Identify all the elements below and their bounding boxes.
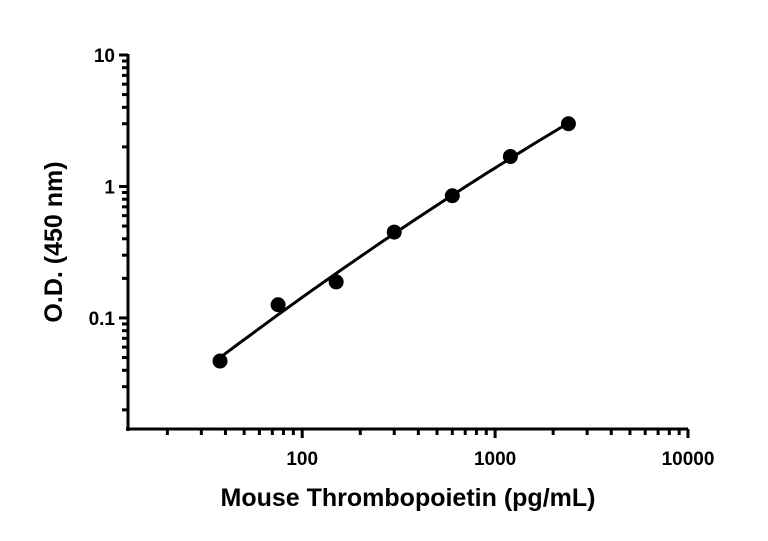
data-points: [212, 116, 576, 369]
data-point: [502, 149, 518, 165]
x-tick-label: 100: [286, 449, 318, 470]
y-tick-label: 1: [104, 177, 115, 198]
data-point: [328, 274, 344, 290]
y-tick-label: 10: [94, 46, 115, 67]
data-point: [386, 224, 402, 240]
y-tick-label: 0.1: [89, 309, 116, 330]
axes: 0.1 1 10 100 1000 10000: [89, 46, 715, 470]
data-point: [444, 188, 460, 204]
x-tick-label: 10000: [662, 449, 715, 470]
data-point: [560, 116, 576, 132]
x-axis-title: Mouse Thrombopoietin (pg/mL): [221, 484, 596, 512]
y-axis-title: O.D. (450 nm): [40, 161, 68, 322]
x-tick-label: 1000: [474, 449, 516, 470]
data-point: [270, 297, 286, 313]
data-point: [212, 353, 228, 369]
